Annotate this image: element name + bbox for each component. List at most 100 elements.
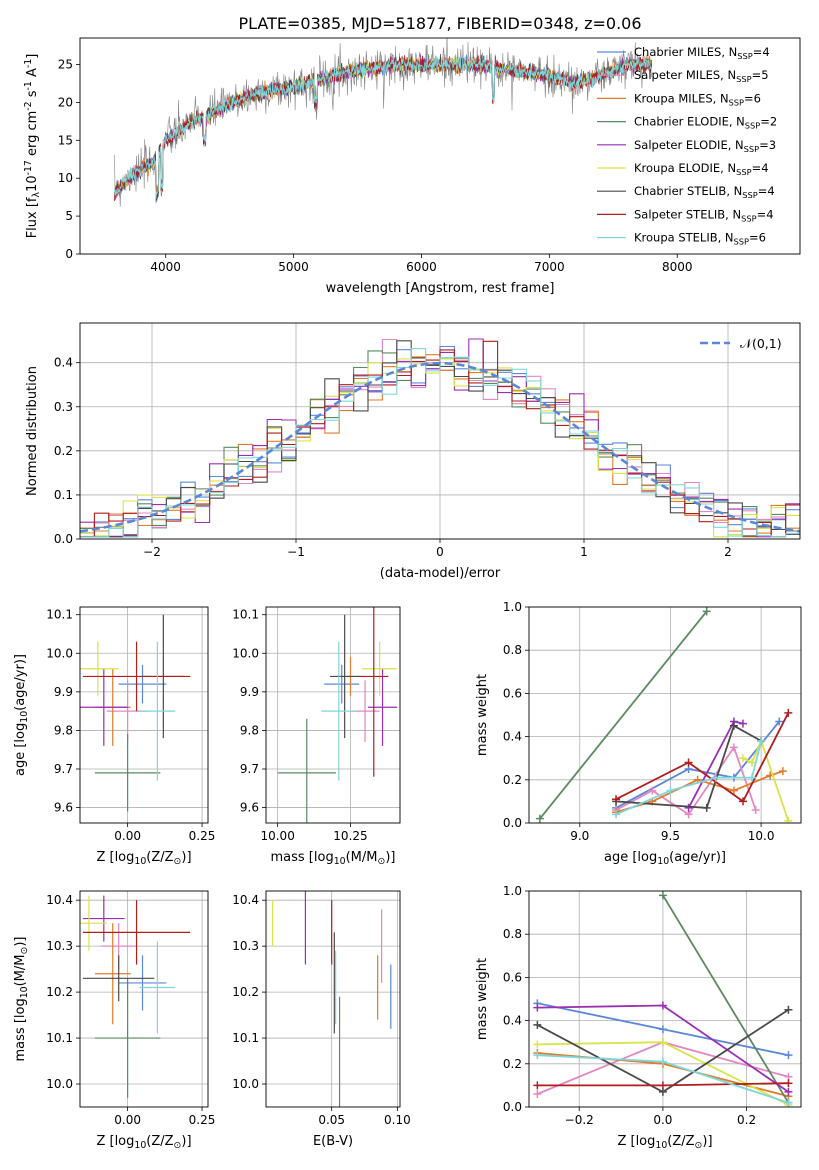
errorbar-salpeter-stelib: [82, 641, 191, 712]
label-fragment: ⊙: [174, 856, 182, 867]
weight-point-marker: [533, 1051, 542, 1060]
label-fragment: )]: [181, 850, 191, 865]
weight-point-marker: [729, 786, 738, 795]
label-fragment: 10: [25, 175, 40, 192]
label-fragment: 10: [334, 856, 346, 867]
y-tick-label: 10.4: [46, 893, 73, 907]
label-fragment: (age/yr)]: [669, 850, 726, 865]
legend-label: Salpeter STELIB, NSSP=4: [634, 207, 774, 223]
axes-frame: [528, 606, 802, 824]
weight-line: [662, 894, 790, 1104]
label-fragment: =4: [753, 45, 770, 59]
label-fragment: 10: [134, 1140, 146, 1151]
y-tick-label: 5: [65, 209, 73, 223]
label-fragment: -1: [23, 81, 34, 90]
errorbar-kroupa-stelib: [139, 641, 176, 781]
normal-distribution-curve: [80, 361, 800, 533]
x-tick-label: 10.25: [333, 829, 367, 843]
label-fragment: 10: [657, 856, 669, 867]
weight-point-marker: [784, 1005, 793, 1014]
weight-line-chabrier-miles: [533, 999, 793, 1060]
label-fragment: Salpeter ELODIE, N: [634, 138, 744, 152]
y-tick-label: 0.0: [503, 1100, 522, 1114]
errorbar-chabrier-miles: [118, 955, 167, 1011]
x-tick-label: 0: [436, 545, 444, 559]
x-tick-label: 0.00: [114, 1113, 141, 1127]
y-tick-label: 0.4: [503, 1014, 522, 1028]
label-fragment: ⊙: [19, 947, 30, 955]
legend-label: 𝒩(0,1): [740, 336, 782, 351]
label-fragment: (Z/Z: [146, 850, 173, 865]
label-fragment: (Z/Z: [667, 1134, 694, 1149]
label-fragment: Z [log: [617, 1134, 655, 1149]
weight-point-marker: [658, 1057, 667, 1066]
plot-area: [535, 607, 793, 823]
panel-mass-vs-EBV: 0.05 0.10 10.0 10.1 10.2 10.3 10.4 E(B-V): [232, 890, 411, 1149]
y-tick-label: 0.2: [503, 1057, 522, 1071]
label-fragment: E(B-V): [313, 1134, 353, 1149]
label-fragment: ]: [25, 54, 40, 59]
weight-point-marker: [711, 773, 720, 782]
weight-line: [615, 770, 784, 814]
weight-point-marker: [684, 803, 693, 812]
weight-point-marker: [729, 721, 738, 730]
y-tick-label: 25: [58, 58, 73, 72]
y-tick-label: 0.8: [503, 927, 522, 941]
weight-line-salpeter-stelib: [533, 1079, 793, 1090]
label-fragment: A: [25, 68, 40, 81]
y-tick-label: 0.2: [54, 444, 73, 458]
weight-point-marker: [775, 717, 784, 726]
label-fragment: Kroupa ELODIE, N: [634, 161, 736, 175]
label-fragment: SSP: [744, 144, 759, 154]
label-fragment: =4: [758, 184, 775, 198]
label-fragment: (M/M: [13, 955, 28, 987]
y-tick-label: 10.1: [232, 1031, 259, 1045]
weight-line-kroupa-miles: [612, 767, 787, 817]
y-tick-label: 20: [58, 95, 73, 109]
y-tick-label: 9.6: [240, 801, 259, 815]
weight-point-marker: [757, 736, 766, 745]
label-fragment: Flux [f: [25, 197, 40, 238]
y-tick-label: 0.8: [503, 643, 522, 657]
x-axis-label: age [log10(age/yr)]: [604, 850, 726, 867]
errorbar-chabrier-miles: [118, 664, 167, 704]
weight-point-marker: [748, 758, 757, 767]
model-spectrum-kroupa-stelib: [114, 54, 652, 199]
weight-point-marker: [784, 1051, 793, 1060]
x-tick-label: 0.05: [318, 1113, 345, 1127]
y-tick-label: 0.4: [54, 356, 73, 370]
errorbar-kroupa-elodie: [362, 641, 398, 696]
label-fragment: 10: [655, 1140, 667, 1151]
errorbar-salpeter-elodie: [367, 668, 398, 746]
y-tick-label: 10.3: [232, 939, 259, 953]
errorbar-kroupa-stelib: [321, 641, 357, 781]
errorbar-salpeter-stelib: [82, 900, 191, 965]
label-fragment: erg cm: [25, 111, 40, 160]
x-tick-label: 0.25: [189, 829, 216, 843]
y-tick-label: 0.3: [54, 400, 73, 414]
y-tick-label: 9.9: [240, 685, 259, 699]
x-tick-label: 7000: [534, 260, 565, 274]
y-tick-label: 10.3: [46, 939, 73, 953]
x-tick-label: 0.25: [189, 1113, 216, 1127]
weight-point-marker: [533, 1040, 542, 1049]
label-fragment: Z [log: [96, 1134, 134, 1149]
plot-area: [271, 891, 392, 1107]
figure-title: PLATE=0385, MJD=51877, FIBERID=0348, z=0…: [238, 14, 641, 33]
legend-label: Salpeter MILES, NSSP=5: [634, 68, 769, 84]
x-axis-label: (data-model)/error: [380, 566, 501, 581]
label-fragment: SSP: [729, 97, 744, 107]
x-tick-label: 0.0: [653, 1113, 672, 1127]
label-fragment: SSP: [742, 190, 757, 200]
errorbar-chabrier-elodie: [94, 978, 161, 1098]
x-tick-label: 0.10: [384, 1113, 411, 1127]
label-fragment: -1: [23, 59, 34, 68]
y-tick-label: 9.8: [240, 723, 259, 737]
label-fragment: SSP: [737, 51, 752, 61]
weight-point-marker: [751, 806, 760, 815]
y-tick-label: 0.1: [54, 488, 73, 502]
label-fragment: SSP: [736, 167, 751, 177]
y-tick-label: 10.2: [232, 985, 259, 999]
label-fragment: =4: [757, 207, 774, 221]
